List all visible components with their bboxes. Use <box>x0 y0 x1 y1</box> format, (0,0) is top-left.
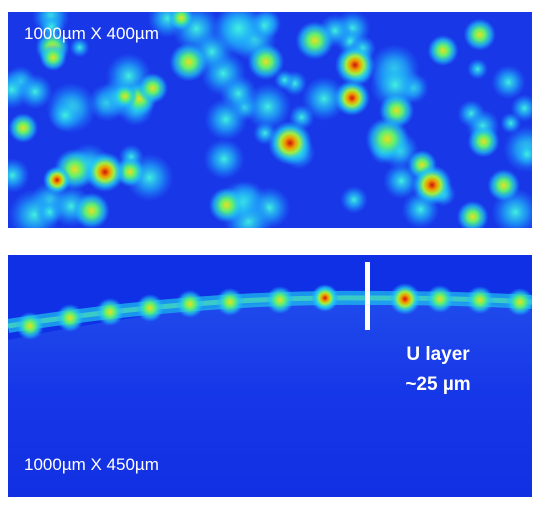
hotspot <box>389 283 421 315</box>
hotspot <box>176 290 204 318</box>
hotspot <box>248 43 285 80</box>
annotation: U layer <box>406 344 470 365</box>
hotspot <box>40 44 67 71</box>
hotspot <box>8 113 38 143</box>
hotspot <box>488 169 520 201</box>
hotspot <box>43 166 71 194</box>
hotspot <box>18 74 53 109</box>
bottom-label: 1000µm X 450µm <box>24 455 159 474</box>
hotspot <box>216 288 244 316</box>
hotspot <box>137 73 167 103</box>
hotspot <box>16 312 44 340</box>
hotspot <box>457 201 489 233</box>
hotspot <box>96 298 124 326</box>
hotspot <box>340 186 367 213</box>
hotspot <box>312 285 338 311</box>
hotspot <box>56 304 84 332</box>
hotspot <box>209 187 244 222</box>
hotspot <box>466 286 494 314</box>
hotspot <box>169 5 194 30</box>
hotspot <box>49 99 82 132</box>
hotspot <box>468 125 500 157</box>
hotspot <box>426 285 454 313</box>
hotspot <box>412 165 452 205</box>
hotspot <box>169 43 208 82</box>
figure: 1000µm X 400µm 1000µm X 450µm U layer ~2… <box>0 0 541 507</box>
thickness-bar <box>365 262 370 330</box>
hotspot <box>506 288 534 316</box>
hotspot <box>113 84 138 109</box>
hotspot <box>268 121 312 165</box>
hotspot <box>428 35 459 66</box>
hotspot <box>136 294 164 322</box>
hotspot <box>296 21 334 59</box>
hotspot <box>366 117 409 160</box>
hotspot <box>492 65 526 99</box>
page: 1000µm X 400µm 1000µm X 450µm U layer ~2… <box>0 0 541 507</box>
top-label: 1000µm X 400µm <box>24 24 159 43</box>
hotspot <box>204 139 245 180</box>
annotation: ~25 µm <box>405 374 470 395</box>
hotspot <box>73 193 109 229</box>
hotspot <box>467 59 488 80</box>
hotspot <box>500 113 521 134</box>
hotspot <box>266 286 294 314</box>
hotspot <box>515 142 540 167</box>
hotspot <box>85 152 125 192</box>
hotspot <box>334 80 370 116</box>
hotspot <box>464 19 496 51</box>
hotspot <box>205 98 247 140</box>
hotspot <box>335 45 375 85</box>
